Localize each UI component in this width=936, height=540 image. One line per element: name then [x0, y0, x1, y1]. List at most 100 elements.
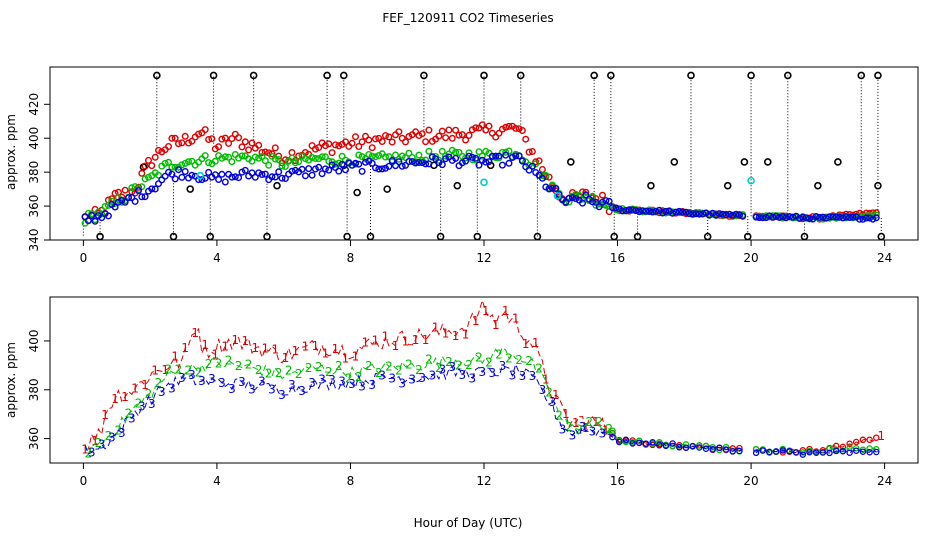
top-point-blue — [776, 213, 784, 221]
top-point-blue — [779, 213, 787, 221]
top-point-blue — [114, 198, 122, 206]
top-point-blue — [819, 213, 827, 221]
bottom-x-tick-label: 24 — [877, 474, 892, 488]
top-point-blue — [88, 211, 96, 219]
bottom-point-3 — [736, 447, 743, 455]
bottom-label-1: 1 — [532, 336, 540, 350]
top-point-red — [435, 132, 443, 140]
bottom-label-3: 3 — [478, 365, 486, 379]
bottom-point-1 — [846, 440, 853, 448]
top-point-red — [422, 138, 430, 146]
top-point-blue — [802, 214, 810, 222]
top-point-green — [281, 162, 289, 170]
bottom-label-2: 2 — [285, 364, 293, 378]
top-point-cyan — [480, 178, 488, 187]
top-point-red — [181, 132, 189, 140]
bottom-label-1: 1 — [201, 338, 209, 352]
top-point-blue — [772, 212, 780, 220]
top-spike-marker — [763, 158, 772, 166]
top-point-green — [605, 202, 613, 210]
bottom-label-2: 2 — [135, 396, 143, 410]
bottom-label-1: 1 — [432, 321, 440, 335]
top-point-cyan — [196, 171, 205, 180]
top-point-blue — [515, 152, 523, 160]
bottom-label-2: 2 — [585, 415, 593, 429]
bottom-label-1: 1 — [332, 342, 340, 356]
bottom-label-1: 1 — [582, 421, 590, 435]
bottom-label-2: 2 — [345, 372, 353, 386]
bottom-label-1: 1 — [512, 311, 520, 325]
top-point-blue — [862, 214, 870, 222]
bottom-label-2: 2 — [575, 423, 583, 437]
bottom-point-1 — [866, 436, 873, 444]
top-point-blue — [592, 198, 600, 206]
top-point-green — [465, 149, 473, 157]
top-point-blue — [211, 171, 219, 179]
top-point-blue — [565, 194, 573, 202]
bottom-label-2: 2 — [495, 347, 503, 361]
bottom-point-3 — [866, 448, 873, 456]
top-point-blue — [98, 214, 106, 222]
top-point-blue — [552, 185, 560, 193]
top-point-blue — [121, 198, 129, 206]
top-point-green — [255, 154, 263, 162]
bottom-label-3: 3 — [138, 400, 146, 414]
bottom-label-3: 3 — [238, 375, 246, 389]
top-point-blue — [325, 166, 333, 174]
bottom-label-1: 1 — [412, 333, 420, 347]
top-point-blue — [415, 158, 423, 166]
bottom-label-2: 2 — [295, 367, 303, 381]
top-point-green — [335, 159, 343, 167]
top-point-red — [358, 138, 366, 146]
bottom-label-3: 3 — [549, 395, 557, 409]
bottom-label-2: 2 — [195, 366, 203, 380]
top-spike-marker — [743, 232, 752, 241]
top-spike-marker — [740, 158, 749, 166]
bottom-label-2: 2 — [515, 353, 523, 367]
top-spike-marker — [723, 181, 732, 190]
bottom-point-3 — [852, 447, 860, 454]
top-spike-marker — [473, 232, 482, 241]
bottom-label-1: 1 — [171, 349, 179, 363]
bottom-point-3 — [676, 444, 683, 451]
bottom-point-3 — [766, 448, 773, 456]
top-point-blue — [789, 213, 797, 221]
top-point-red — [321, 142, 329, 150]
top-point-red — [518, 126, 526, 134]
top-point-blue — [321, 165, 329, 173]
top-point-red — [171, 134, 179, 142]
bottom-label-1: 1 — [302, 340, 310, 354]
bottom-label-1: 1 — [342, 352, 350, 366]
top-point-blue — [255, 169, 263, 177]
top-point-blue — [869, 215, 877, 223]
bottom-label-2: 2 — [215, 356, 223, 370]
top-point-blue — [662, 207, 670, 215]
top-point-blue — [308, 171, 316, 179]
top-point-blue — [796, 214, 804, 222]
top-point-green — [188, 157, 196, 165]
top-point-blue — [352, 159, 360, 167]
top-point-blue — [485, 158, 493, 166]
bottom-label-2: 2 — [395, 364, 403, 378]
top-point-blue — [111, 203, 119, 211]
top-point-green — [248, 157, 256, 165]
top-point-green — [365, 150, 373, 158]
bottom-label-3: 3 — [348, 377, 356, 391]
top-point-green — [261, 157, 269, 165]
top-point-blue — [786, 213, 794, 221]
top-point-blue — [839, 214, 847, 222]
top-point-blue — [268, 173, 276, 181]
top-point-blue — [418, 159, 426, 167]
bottom-point-3 — [799, 451, 807, 458]
top-point-red — [452, 126, 460, 134]
top-point-green — [502, 148, 510, 156]
top-point-red — [495, 129, 503, 137]
top-point-red — [134, 183, 142, 191]
top-point-green — [221, 153, 229, 161]
bottom-point-2 — [696, 442, 703, 449]
top-point-blue — [338, 160, 346, 168]
bottom-label-2: 2 — [155, 376, 163, 390]
bottom-label-1: 1 — [271, 342, 279, 356]
top-point-red — [465, 131, 473, 139]
